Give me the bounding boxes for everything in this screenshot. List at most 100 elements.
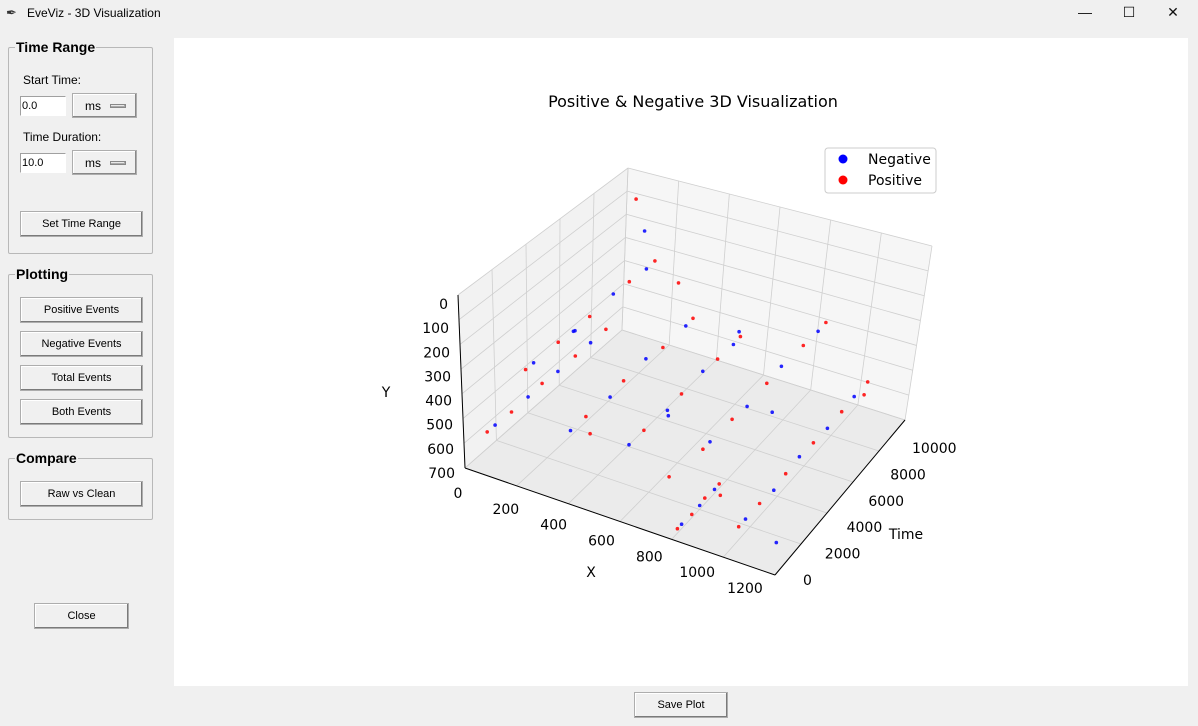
data-point-negative <box>697 503 702 508</box>
grid-line <box>590 357 880 452</box>
x-axis-label: X <box>586 565 596 581</box>
data-point-positive <box>604 327 608 332</box>
data-point-positive <box>765 381 769 386</box>
x-tick-label: 0 <box>454 486 463 502</box>
data-point-positive <box>523 367 528 372</box>
data-point-negative <box>731 342 736 347</box>
grid-line <box>457 167 629 296</box>
data-point-negative <box>665 408 670 413</box>
data-point-negative <box>797 454 802 459</box>
data-point-negative <box>556 369 560 374</box>
close-button[interactable]: Close <box>34 603 129 629</box>
x-tick-label: 600 <box>588 534 615 550</box>
grid-line <box>464 329 623 469</box>
minimize-icon: — <box>1078 4 1092 20</box>
left-pane <box>458 168 628 468</box>
legend-marker-positive <box>838 175 848 185</box>
duration-label: Time Duration: <box>23 130 102 144</box>
data-point-positive <box>653 259 657 263</box>
raw-vs-clean-button[interactable]: Raw vs Clean <box>20 481 143 507</box>
data-point-positive <box>717 482 721 486</box>
x-tick-label: 400 <box>540 518 567 534</box>
close-icon: ✕ <box>1167 4 1179 20</box>
data-point-positive <box>783 471 788 476</box>
x-tick-label: 1000 <box>679 565 715 581</box>
data-point-negative <box>737 329 741 334</box>
grid-line <box>459 213 627 345</box>
y-tick-label: 200 <box>423 345 450 361</box>
title-bar: ✒ EveViz - 3D Visualization — ☐ ✕ <box>0 0 1198 26</box>
data-point-positive <box>675 526 680 531</box>
group-title: Plotting <box>15 266 70 282</box>
time-tick-label: 4000 <box>847 520 883 536</box>
data-point-positive <box>862 393 866 397</box>
group-title: Compare <box>15 450 78 466</box>
negative-events-button[interactable]: Negative Events <box>20 331 143 357</box>
data-point-negative <box>701 369 705 374</box>
grid-line <box>723 404 859 558</box>
grid-line <box>558 218 561 386</box>
grid-line <box>461 260 625 395</box>
data-point-positive <box>811 441 816 445</box>
data-point-negative <box>568 428 573 433</box>
y-tick-label: 400 <box>425 394 452 410</box>
data-point-positive <box>757 501 762 506</box>
data-point-positive <box>730 417 734 422</box>
data-point-positive <box>509 410 514 414</box>
data-point-positive <box>824 320 828 325</box>
data-point-positive <box>718 493 723 498</box>
duration-unit-select[interactable]: ms <box>72 150 137 175</box>
y-tick-label: 700 <box>428 466 455 482</box>
grid-line <box>627 190 929 272</box>
data-point-negative <box>611 292 616 296</box>
data-point-negative <box>666 413 671 418</box>
duration-unit-value: ms <box>85 156 101 170</box>
save-plot-button[interactable]: Save Plot <box>634 692 728 718</box>
legend: Negative Positive <box>824 147 937 194</box>
close-window-button[interactable]: ✕ <box>1150 0 1196 26</box>
grid-line <box>619 374 764 522</box>
data-point-positive <box>661 345 665 350</box>
positive-events-button[interactable]: Positive Events <box>20 297 143 323</box>
grid-line <box>559 384 854 483</box>
data-point-negative <box>684 324 688 328</box>
grid-line <box>763 206 781 376</box>
start-time-input[interactable] <box>20 96 66 116</box>
legend-label-positive: Positive <box>868 173 922 189</box>
data-point-positive <box>573 354 578 358</box>
set-time-range-button[interactable]: Set Time Range <box>20 211 143 237</box>
grid-line <box>460 237 626 370</box>
start-time-label: Start Time: <box>23 73 82 87</box>
dropdown-indicator-icon <box>110 104 126 108</box>
plotting-group: Plotting Positive Events Negative Events… <box>8 266 153 438</box>
legend-marker-negative <box>838 154 848 164</box>
grid-line <box>463 306 624 444</box>
data-point-negative <box>571 329 576 334</box>
legend-box <box>824 147 937 194</box>
data-point-positive <box>588 431 592 436</box>
data-point-negative <box>712 487 717 492</box>
data-point-positive <box>642 428 646 433</box>
time-range-group: Time Range Start Time: ms Time Duration:… <box>8 39 153 254</box>
both-events-button[interactable]: Both Events <box>20 399 143 425</box>
data-point-negative <box>588 340 593 345</box>
data-point-negative <box>852 394 856 399</box>
grid-line <box>715 193 730 361</box>
grid-line <box>568 359 717 504</box>
time-axis-line <box>774 419 906 576</box>
duration-input[interactable] <box>20 153 66 173</box>
maximize-button[interactable]: ☐ <box>1106 0 1152 26</box>
data-point-positive <box>839 409 844 414</box>
data-point-positive <box>584 414 588 419</box>
time-tick-label: 8000 <box>890 467 926 483</box>
start-unit-select[interactable]: ms <box>72 93 137 118</box>
grid-line <box>527 412 828 514</box>
data-point-negative <box>708 440 712 444</box>
grid-line <box>623 283 913 371</box>
minimize-button[interactable]: — <box>1062 0 1108 26</box>
maximize-icon: ☐ <box>1122 4 1136 20</box>
x-tick-label: 1200 <box>727 581 763 597</box>
floor-pane <box>465 330 905 575</box>
total-events-button[interactable]: Total Events <box>20 365 143 391</box>
grid-line <box>462 283 624 419</box>
